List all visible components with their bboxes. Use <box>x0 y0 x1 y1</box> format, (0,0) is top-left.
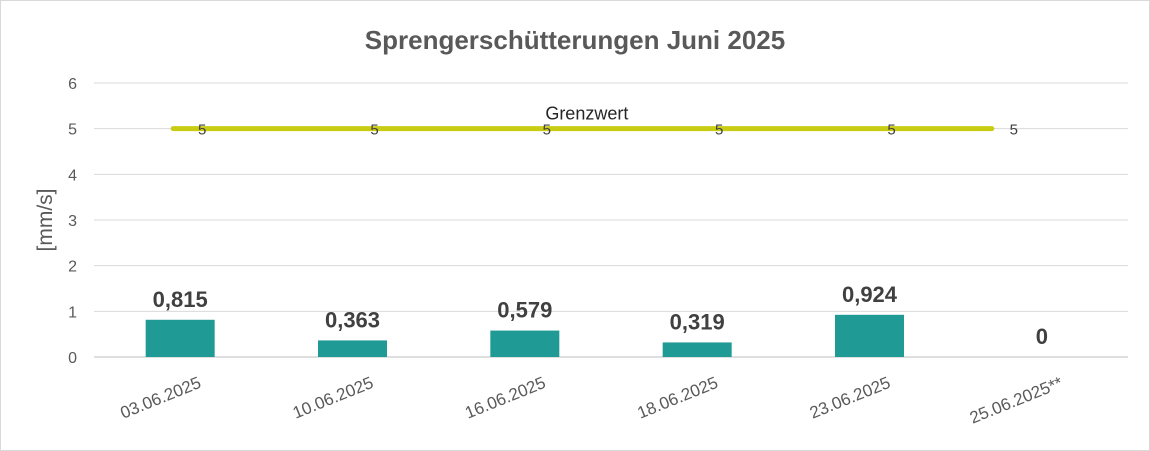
y-tick-label: 3 <box>68 213 77 230</box>
x-tick-label: 23.06.2025 <box>807 373 893 422</box>
y-axis-label: [mm/s] <box>34 189 57 252</box>
limit-line-data-label: 5 <box>887 122 895 139</box>
bar-data-label: 0,815 <box>153 287 208 312</box>
bar-data-label: 0,924 <box>842 282 898 307</box>
x-tick-label: 18.06.2025 <box>635 373 721 422</box>
limit-line-data-label: 5 <box>198 122 206 139</box>
y-tick-label: 5 <box>68 122 77 139</box>
limit-line-series-name: Grenzwert <box>545 104 628 124</box>
bar <box>662 342 732 357</box>
bar-data-label: 0,319 <box>670 309 725 334</box>
y-tick-label: 4 <box>68 167 77 184</box>
y-axis-ticks: 0 1 2 3 4 5 6 <box>68 76 77 367</box>
limit-line-data-label: 5 <box>1010 122 1018 139</box>
bar <box>145 319 215 357</box>
bar-data-label: 0,363 <box>325 307 380 332</box>
bar-data-label: 0 <box>1036 324 1048 349</box>
chart-title: Sprengerschütterungen Juni 2025 <box>365 25 785 55</box>
x-axis-ticks: 03.06.2025 10.06.2025 16.06.2025 18.06.2025… <box>118 373 1066 428</box>
bar-data-label: 0,579 <box>497 298 552 323</box>
x-tick-label: 03.06.2025 <box>118 373 204 422</box>
x-tick-label: 16.06.2025 <box>462 373 548 422</box>
limit-line-data-label: 5 <box>370 122 378 139</box>
limit-line-data-label: 5 <box>715 122 723 139</box>
limit-line-data-label: 5 <box>543 122 551 139</box>
x-tick-label: 10.06.2025 <box>290 373 376 422</box>
y-tick-label: 6 <box>68 76 77 93</box>
y-tick-label: 2 <box>68 259 77 276</box>
x-tick-label: 25.06.2025** <box>967 373 1066 428</box>
bar <box>490 330 560 357</box>
bar-series: 0,815 0,363 0,579 0,319 0,924 0 <box>145 282 1048 357</box>
y-tick-label: 1 <box>68 304 77 321</box>
bar <box>318 340 387 357</box>
gridlines <box>94 82 1128 358</box>
bar <box>835 314 904 357</box>
y-tick-label: 0 <box>68 350 77 367</box>
